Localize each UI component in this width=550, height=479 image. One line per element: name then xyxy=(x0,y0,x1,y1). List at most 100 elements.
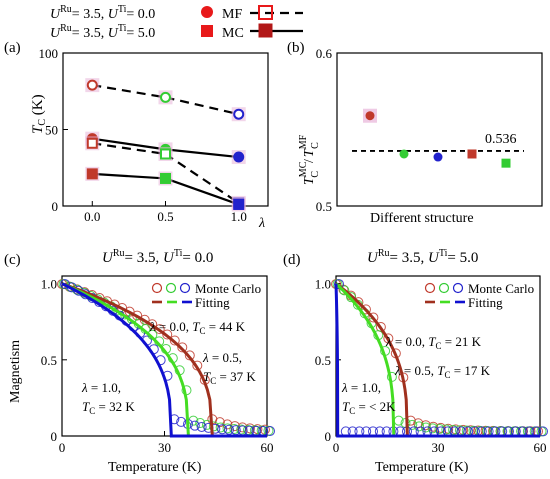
reference-label: 0.536 xyxy=(485,132,517,147)
mc-point xyxy=(229,424,240,435)
mc-point xyxy=(448,424,459,435)
x-tick-label: 0.5 xyxy=(157,209,173,224)
legend-mc-label: MC xyxy=(222,26,244,41)
data-point-square xyxy=(160,172,171,184)
series-annotation: λ = 0.0, TC = 21 K xyxy=(385,334,482,351)
y-tick-label: 0 xyxy=(325,429,332,444)
series-segment xyxy=(92,137,166,151)
mc-point xyxy=(177,342,188,353)
legend-mc-marker xyxy=(258,23,273,38)
series-annotation: λ = 1.0, xyxy=(341,380,381,395)
series-segment xyxy=(92,84,166,99)
legend-row2-text: URu= 3.5, UTi= 5.0 xyxy=(50,23,155,41)
data-point-square xyxy=(467,149,477,159)
mc-point xyxy=(236,424,247,435)
series-annotation-tc: TC = 32 K xyxy=(82,399,135,416)
y-tick-label: 1.0 xyxy=(41,277,57,292)
y-tick-label: 0 xyxy=(51,429,58,444)
panel-a-label: (a) xyxy=(4,40,21,56)
y-tick-label: 1.0 xyxy=(315,277,331,292)
legend-mc-marker xyxy=(165,282,177,294)
mc-point xyxy=(368,312,379,323)
panel-a-ticks: 0.0 0.5 1.0 λ 0 50 100 xyxy=(39,46,266,231)
fitting-curve xyxy=(334,283,540,438)
y-tick-label: 50 xyxy=(45,123,58,138)
mc-point xyxy=(252,424,263,435)
data-point-square xyxy=(86,137,98,149)
y-tick-label: 100 xyxy=(39,46,59,61)
legend-fit-label: Fitting xyxy=(468,295,503,310)
legend-row1-text: URu= 3.5, UTi= 0.0 xyxy=(50,4,155,22)
data-point-circle xyxy=(233,108,245,120)
data-point-circle xyxy=(433,152,443,162)
series-segment xyxy=(165,148,239,159)
data-point-square xyxy=(501,158,511,168)
fitting-curve xyxy=(61,282,267,438)
data-point-square xyxy=(233,198,245,210)
x-tick-label: 30 xyxy=(432,440,445,455)
legend-mf-marker xyxy=(258,5,273,20)
panel-d-title: URu= 3.5, UTi= 5.0 xyxy=(367,248,478,266)
panel-c-xlabel: Temperature (K) xyxy=(108,460,202,475)
panel-b: (b) TMCC/TMFC Different structure 0.5 0.6… xyxy=(287,40,543,226)
legend-mc-marker xyxy=(438,282,450,294)
data-point-circle xyxy=(160,91,171,103)
legend-mc-marker xyxy=(179,282,191,294)
top-legend: URu= 3.5, UTi= 0.0 URu= 3.5, UTi= 5.0 MF… xyxy=(50,4,303,41)
x-tick-label: 30 xyxy=(158,440,171,455)
x-axis-label: λ xyxy=(258,216,265,231)
mc-point xyxy=(196,421,207,432)
mc-point xyxy=(339,285,350,296)
panel-b-series: 0.536 xyxy=(352,108,524,168)
series-segment xyxy=(165,177,240,206)
legend-fit-label: Fitting xyxy=(195,295,230,310)
panel-d: (d) URu= 3.5, UTi= 5.0 Temperature (K) 0… xyxy=(283,248,548,475)
series-annotation: λ = 0.0, TC = 44 K xyxy=(149,319,246,336)
y-tick-label: 0.5 xyxy=(41,353,57,368)
panel-b-xlabel: Different structure xyxy=(370,211,474,226)
legend-mc-label: Monte Carlo xyxy=(468,281,534,296)
data-point-circle xyxy=(233,151,245,163)
series-segment xyxy=(92,172,166,180)
data-point-circle xyxy=(365,111,375,121)
y-tick-label: 0.5 xyxy=(315,353,331,368)
legend-mf-label: MF xyxy=(222,7,242,22)
series-annotation-tc: TC = < 2K xyxy=(342,399,396,416)
series-annotation: λ = 1.0, xyxy=(81,380,121,395)
panel-d-label: (d) xyxy=(283,252,301,268)
mc-point xyxy=(346,292,357,303)
mc-point xyxy=(169,335,180,346)
panel-b-label: (b) xyxy=(287,40,305,56)
legend-mc-marker xyxy=(151,282,163,294)
series-annotation-tc: TC = 37 K xyxy=(203,369,256,386)
mc-point xyxy=(176,416,187,427)
mc-point xyxy=(414,421,425,432)
series-segment xyxy=(164,153,240,204)
y-tick-label: 0.6 xyxy=(316,46,333,61)
mc-point xyxy=(237,422,248,433)
mc-point xyxy=(334,279,344,290)
series-annotation: λ = 0.5, TC = 17 K xyxy=(394,363,491,380)
mc-point xyxy=(217,424,228,435)
panel-b-ylabel: TMCC/TMFC xyxy=(298,134,321,185)
panel-c-ylabel: Magnetism xyxy=(8,340,23,403)
panel-a: (a) TC (K) 0.0 0.5 1.0 λ 0 50 100 xyxy=(4,40,269,231)
fitting-curve xyxy=(61,282,267,438)
data-point-square xyxy=(86,168,98,180)
legend-mc-marker xyxy=(424,282,436,294)
mc-point xyxy=(224,424,234,435)
panel-c-label: (c) xyxy=(4,252,21,268)
fitting-curve xyxy=(334,282,540,438)
data-point-circle xyxy=(399,149,409,159)
panel-a-ylabel: TC (K) xyxy=(30,94,48,134)
panel-d-ticks: 0 30 60 0 0.5 1.0 xyxy=(315,277,547,455)
series-segment xyxy=(92,142,166,156)
x-tick-label: 0 xyxy=(59,440,66,455)
panel-c-title: URu= 3.5, UTi= 0.0 xyxy=(102,248,213,266)
mc-point xyxy=(60,279,70,290)
legend-square-marker xyxy=(201,25,213,37)
mc-point xyxy=(538,426,548,437)
panel-b-ticks: 0.5 0.6 xyxy=(316,46,342,214)
